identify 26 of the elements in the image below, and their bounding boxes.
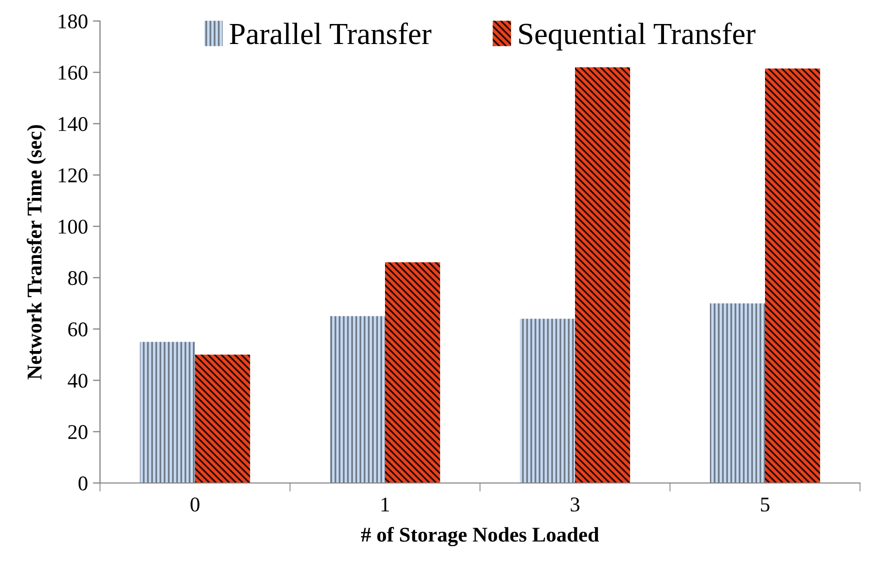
bar	[520, 318, 575, 483]
x-tick-label: 3	[570, 498, 580, 512]
bar	[765, 68, 820, 483]
y-tick-label: 60	[68, 322, 88, 336]
x-tick-label: 0	[190, 497, 200, 512]
y-axis-title: Network Transfer Time (sec)	[26, 125, 46, 380]
legend-label: Parallel Transfer	[230, 22, 432, 44]
y-tick-label: 180	[58, 14, 88, 28]
bar	[385, 262, 440, 483]
y-tick-label: 100	[58, 220, 88, 234]
bar	[140, 342, 195, 483]
y-tick-label: 0	[78, 476, 88, 490]
y-tick-label: 20	[68, 425, 88, 440]
bar	[575, 67, 630, 483]
y-tick-label: 120	[58, 168, 88, 182]
x-tick-label: 1	[382, 498, 389, 512]
x-tick-label: 5	[761, 498, 770, 512]
bar	[710, 303, 765, 483]
bar	[330, 316, 385, 483]
legend-label: Sequential Transfer	[519, 22, 756, 51]
y-tick-label: 80	[68, 271, 88, 286]
bar	[195, 354, 250, 483]
y-tick-label: 160	[58, 66, 88, 80]
y-tick-label: 40	[68, 374, 88, 388]
y-tick-label: 140	[58, 117, 88, 132]
x-axis-title: # of Storage Nodes Loaded	[361, 526, 599, 546]
